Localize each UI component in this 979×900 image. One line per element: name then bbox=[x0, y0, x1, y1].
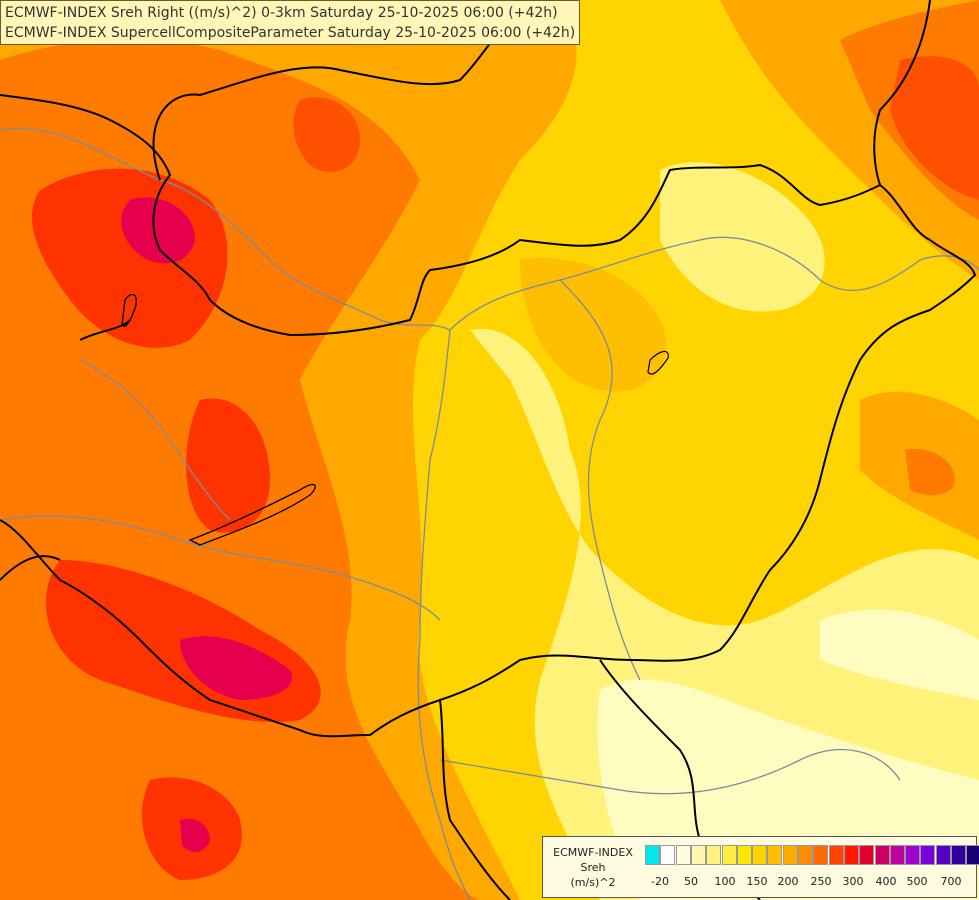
legend-swatch bbox=[736, 845, 752, 865]
legend-swatch bbox=[859, 845, 875, 865]
legend-swatch bbox=[920, 845, 936, 865]
legend-tick-label: 200 bbox=[777, 875, 799, 888]
red-zone-nw2 bbox=[293, 97, 360, 172]
legend-swatch bbox=[951, 845, 966, 865]
legend-tick-label: 100 bbox=[714, 875, 736, 888]
legend-swatch bbox=[645, 845, 660, 865]
legend-label-line-3: (m/s)^2 bbox=[570, 876, 616, 889]
legend-label-line-2: Sreh bbox=[580, 861, 606, 874]
pale-zone-2 bbox=[820, 609, 979, 700]
map-title-box: ECMWF-INDEX Sreh Right ((m/s)^2) 0-3km S… bbox=[0, 0, 581, 45]
legend-swatch bbox=[660, 845, 676, 865]
legend-tick-label: -20 bbox=[651, 875, 669, 888]
legend-tick-label: 400 bbox=[875, 875, 897, 888]
legend-swatch bbox=[782, 845, 798, 865]
legend-label: ECMWF-INDEX Sreh (m/s)^2 bbox=[547, 845, 639, 890]
legend-tick-label: 500 bbox=[906, 875, 928, 888]
legend-swatch bbox=[813, 845, 829, 865]
legend-tick-label: 250 bbox=[810, 875, 832, 888]
legend-swatch bbox=[752, 845, 768, 865]
lake-neusiedl bbox=[121, 293, 137, 327]
color-legend: ECMWF-INDEX Sreh (m/s)^2 -20 50 100 150 200 2… bbox=[542, 836, 979, 898]
legend-swatch bbox=[889, 845, 905, 865]
legend-swatch bbox=[706, 845, 722, 865]
legend-swatch bbox=[905, 845, 921, 865]
red-zone-ne bbox=[890, 56, 979, 200]
crimson-core-sw bbox=[180, 818, 210, 852]
light-yellow-ne bbox=[660, 162, 825, 312]
legend-tick-label: 300 bbox=[842, 875, 864, 888]
legend-swatch bbox=[798, 845, 813, 865]
lake-balaton bbox=[188, 483, 316, 546]
legend-swatch bbox=[690, 845, 706, 865]
legend-swatch bbox=[966, 845, 979, 865]
crimson-core-south bbox=[180, 636, 292, 700]
rivers bbox=[0, 127, 979, 900]
legend-tick-label: 150 bbox=[746, 875, 768, 888]
legend-tick-label: 50 bbox=[684, 875, 698, 888]
legend-swatch bbox=[843, 845, 859, 865]
lake-small bbox=[647, 350, 669, 375]
legend-swatch bbox=[675, 845, 691, 865]
legend-swatch bbox=[828, 845, 844, 865]
map-title-line-2: ECMWF-INDEX SupercellCompositeParameter … bbox=[5, 25, 576, 41]
legend-swatch bbox=[767, 845, 783, 865]
legend-tick-label: 700 bbox=[940, 875, 962, 888]
legend-swatch bbox=[874, 845, 890, 865]
map-title-line-1: ECMWF-INDEX Sreh Right ((m/s)^2) 0-3km S… bbox=[5, 5, 558, 21]
red-zone-east bbox=[905, 449, 955, 496]
legend-label-line-1: ECMWF-INDEX bbox=[553, 846, 633, 859]
crimson-core-north bbox=[121, 197, 195, 264]
legend-swatch bbox=[935, 845, 951, 865]
red-zone-mid bbox=[186, 398, 270, 533]
orange-center bbox=[520, 258, 667, 392]
legend-swatch bbox=[721, 845, 737, 865]
